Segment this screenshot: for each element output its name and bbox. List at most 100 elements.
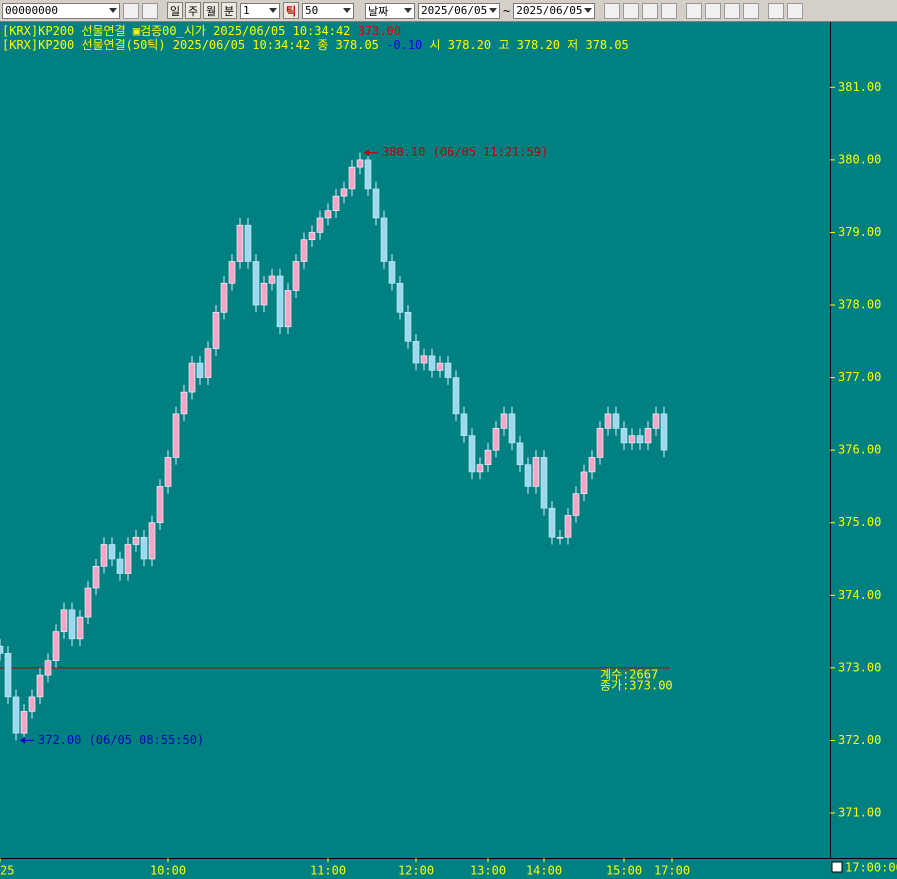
bar-icon[interactable]: [623, 2, 640, 19]
y-tick-label: 381.00: [838, 80, 881, 94]
x-tick-label: 10:00: [150, 864, 186, 878]
candle-body: [284, 290, 292, 328]
legend-text: 시 378.20 고 378.20 저 378.05: [430, 38, 629, 52]
candle-body: [60, 609, 68, 632]
candle-body: [0, 645, 4, 654]
candle-body: [588, 457, 596, 473]
export-icon[interactable]: [724, 2, 741, 19]
candle-body: [180, 391, 188, 415]
candle-body: [4, 653, 12, 698]
end-date-combo[interactable]: 2025/06/05: [513, 2, 596, 19]
candle-body: [500, 413, 508, 429]
code-combo[interactable]: 00000000: [2, 2, 120, 19]
legend-change: -0.10: [386, 38, 422, 52]
candle-body: [572, 493, 580, 516]
candle-body: [228, 261, 236, 284]
period-button[interactable]: 일: [167, 2, 183, 19]
candle-body: [156, 486, 164, 524]
candle-body: [28, 696, 36, 712]
candle-body: [236, 224, 244, 262]
x-tick-label: 14:00: [526, 864, 562, 878]
search-icon[interactable]: [123, 2, 139, 19]
tick-button[interactable]: 틱: [283, 2, 299, 19]
candle-body: [12, 696, 20, 734]
candle-body: [124, 544, 132, 574]
end-date: 2025/06/05: [516, 4, 583, 17]
candle-body: [468, 435, 476, 473]
interval-combo[interactable]: 1: [240, 2, 280, 19]
print-icon[interactable]: [705, 2, 722, 19]
candle-body: [564, 515, 572, 538]
marker-label: 372.00 (06/05 08:55:50): [38, 733, 204, 747]
candle-body: [52, 631, 60, 661]
y-tick-label: 380.00: [838, 152, 881, 166]
candle-body: [532, 457, 540, 487]
candle-body: [428, 355, 436, 371]
volume-icon[interactable]: [642, 2, 659, 19]
tick-count: 50: [305, 4, 319, 17]
candle-body: [348, 166, 356, 190]
period-button[interactable]: 주: [185, 2, 201, 19]
candle-body: [308, 232, 316, 241]
candle-body: [316, 217, 324, 233]
candle-body: [212, 311, 220, 349]
line-icon[interactable]: [604, 2, 621, 19]
candle-body: [340, 188, 348, 197]
candle-body: [556, 536, 564, 539]
candle-body: [108, 544, 116, 560]
arrow-icon[interactable]: [661, 2, 678, 19]
period-button[interactable]: 분: [221, 2, 237, 19]
candle-body: [220, 282, 228, 313]
candle-body: [460, 413, 468, 436]
y-tick-label: 373.00: [838, 660, 881, 674]
candle-body: [252, 261, 260, 306]
plot-background: [0, 22, 897, 879]
legend-line2: [KRX]KP200 선물연결(50틱) 2025/06/05 10:34:42…: [2, 38, 629, 52]
candle-body: [164, 457, 172, 487]
save-icon[interactable]: [768, 2, 785, 19]
y-tick-label: 371.00: [838, 806, 881, 820]
candle-body: [172, 413, 180, 458]
candle-body: [92, 565, 100, 589]
zoom-icon[interactable]: [831, 861, 843, 873]
candle-body: [444, 362, 452, 378]
code: 00000000: [5, 4, 58, 17]
candle-body: [188, 362, 196, 393]
candle-body: [324, 210, 332, 219]
time-readout: 17:00:00: [845, 861, 897, 875]
doc-icon[interactable]: [686, 2, 703, 19]
candle-body: [604, 413, 612, 429]
excel-icon[interactable]: [787, 2, 804, 19]
candle-body: [148, 522, 156, 560]
y-tick-label: 377.00: [838, 370, 881, 384]
start-date-combo[interactable]: 2025/06/05: [418, 2, 500, 19]
candle-body: [644, 428, 652, 444]
refresh-icon[interactable]: [142, 2, 158, 19]
date-mode-combo[interactable]: 날짜: [365, 2, 415, 19]
candle-body: [476, 464, 484, 473]
candle-body: [612, 413, 620, 429]
candle-body: [412, 341, 420, 364]
x-tick-label: 13:00: [470, 864, 506, 878]
candle-body: [260, 282, 268, 306]
y-tick-label: 378.00: [838, 298, 881, 312]
y-tick-label: 375.00: [838, 515, 881, 529]
candle-body: [516, 442, 524, 465]
candle-body: [76, 616, 84, 640]
candle-body: [276, 275, 284, 328]
candle-body: [452, 377, 460, 415]
candle-body: [380, 217, 388, 262]
legend-line1: [KRX]KP200 선물연결 ▣검증00_시가 2025/06/05 10:3…: [2, 24, 401, 38]
candle-body: [596, 428, 604, 458]
candle-body: [204, 348, 212, 378]
candle-body: [244, 224, 252, 262]
candle-body: [44, 660, 52, 676]
candle-body: [540, 457, 548, 509]
candle-body: [580, 471, 588, 495]
copy-icon[interactable]: [743, 2, 760, 19]
tick-combo[interactable]: 50: [302, 2, 354, 19]
candle-body: [548, 507, 556, 538]
period-button[interactable]: 월: [203, 2, 219, 19]
